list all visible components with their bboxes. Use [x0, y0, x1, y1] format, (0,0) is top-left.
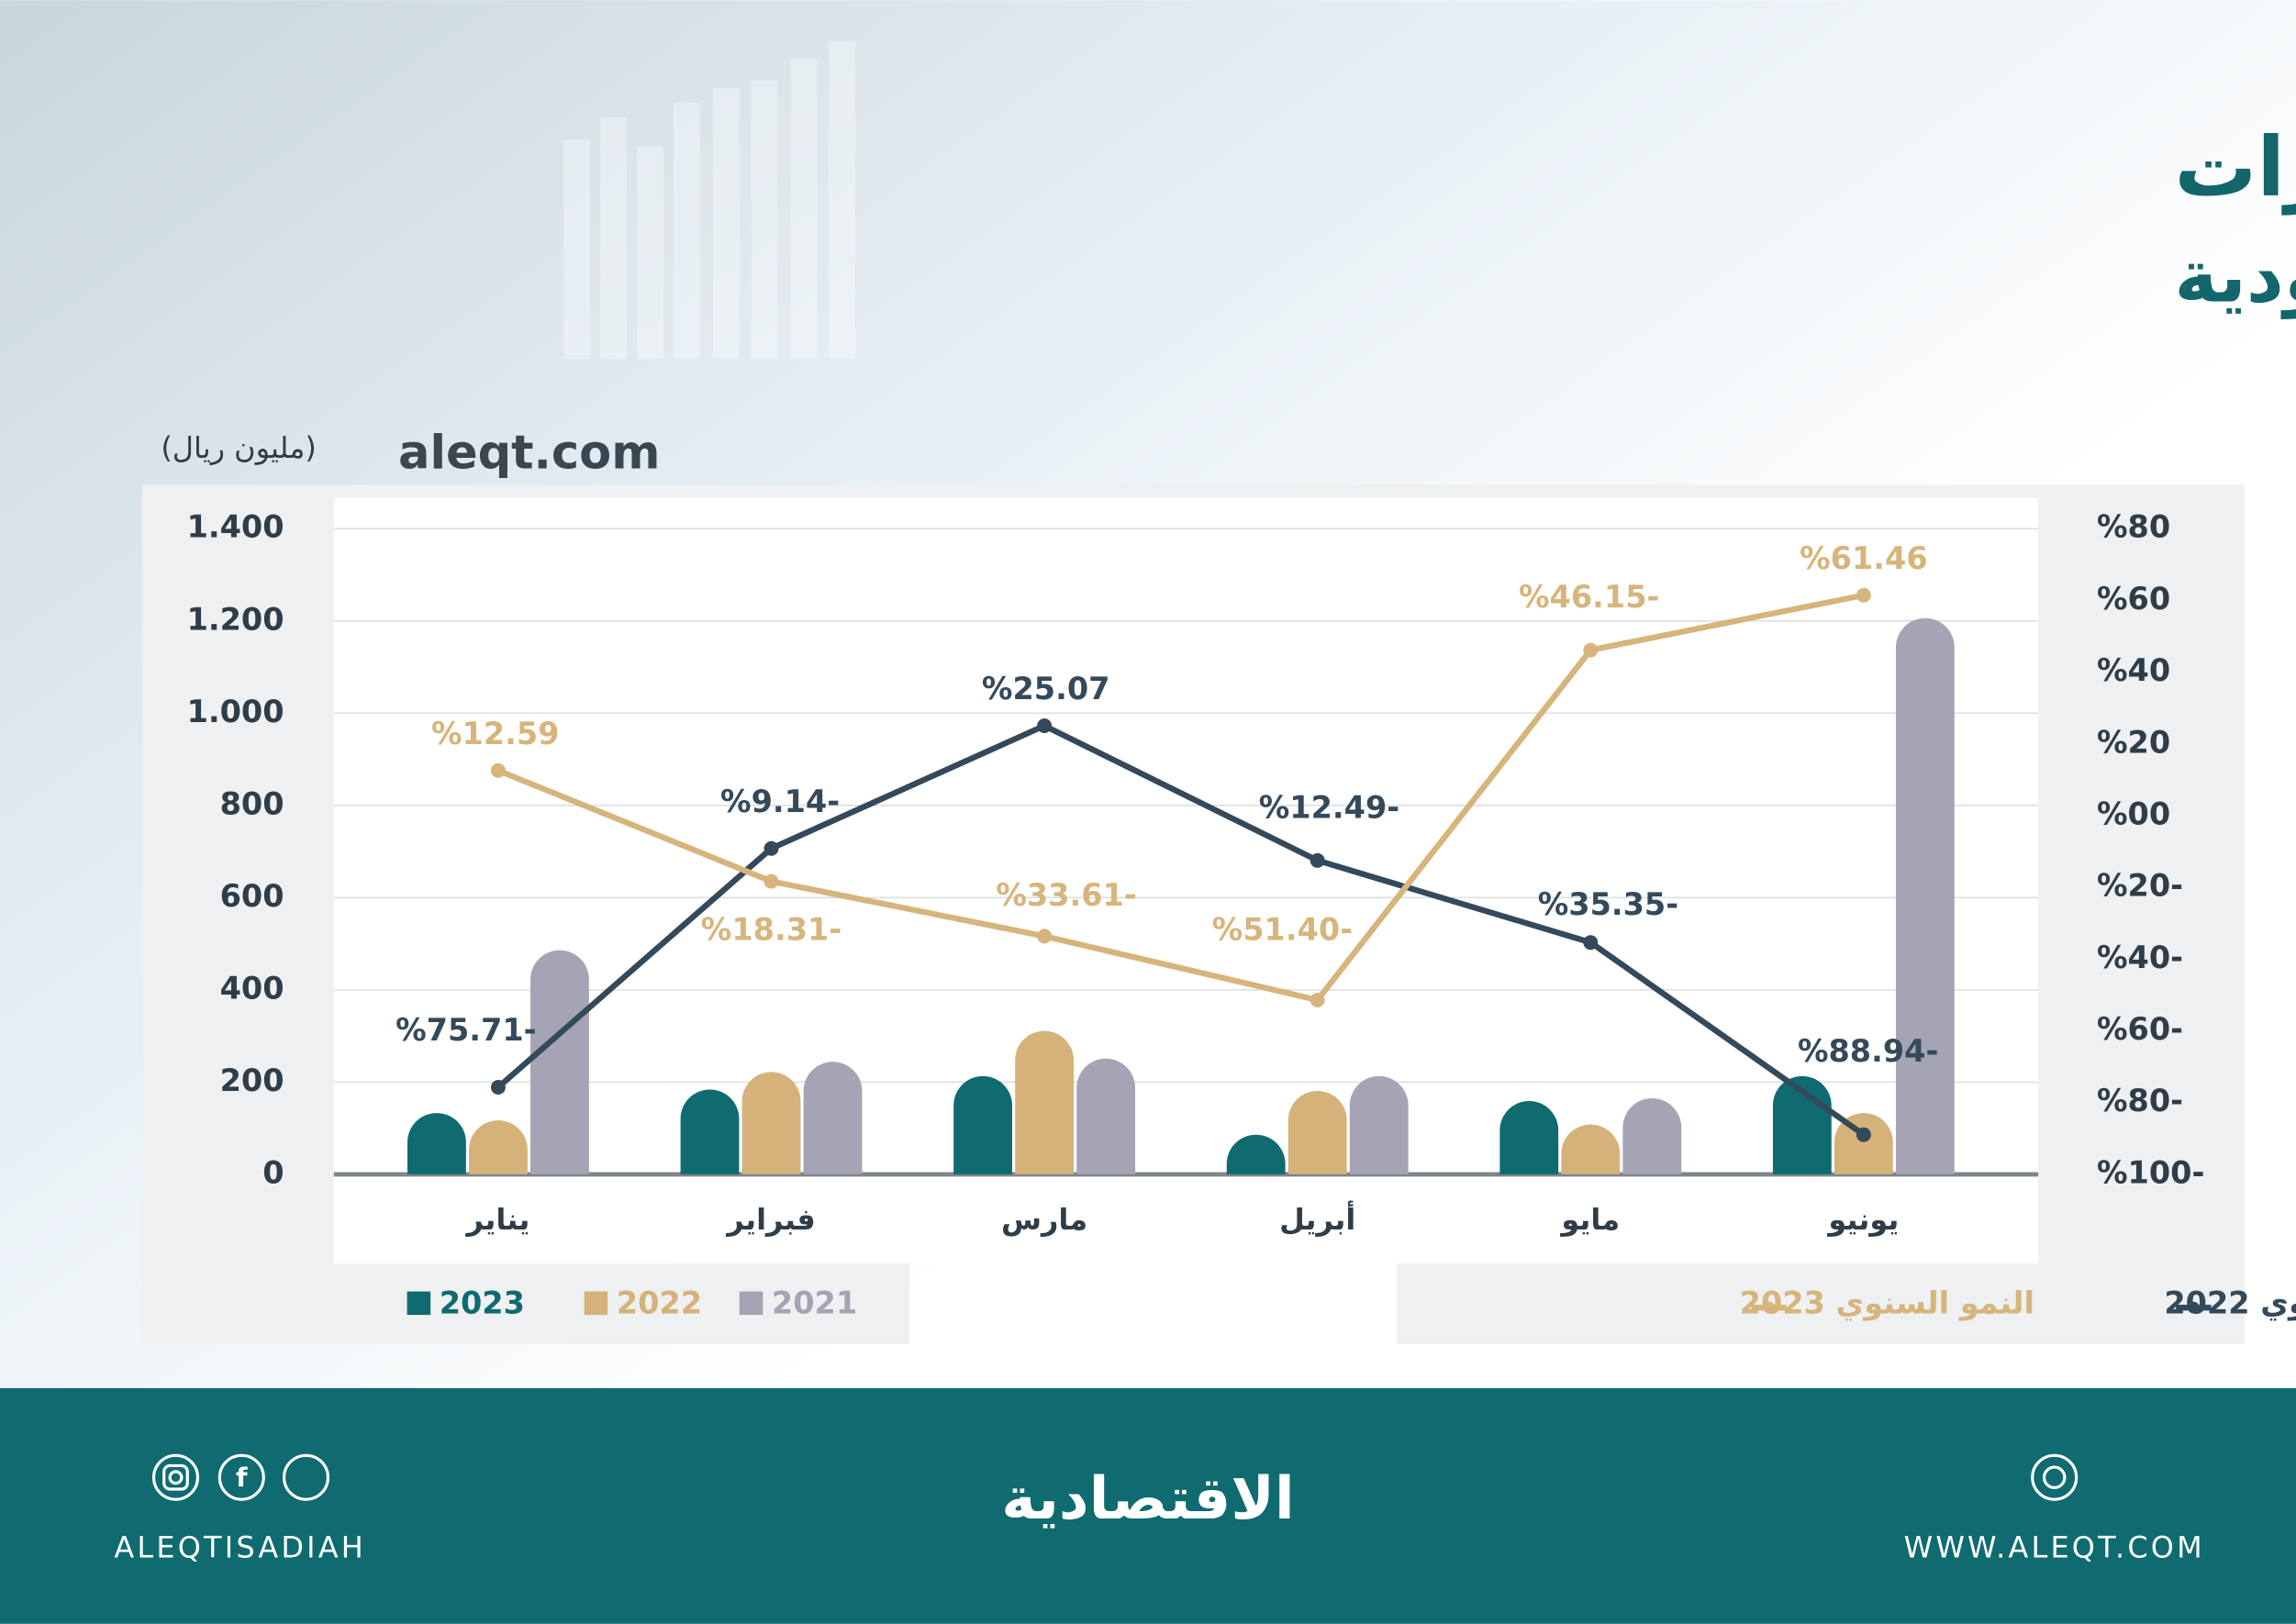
line-point: [1310, 852, 1325, 868]
x-tick-label: مارس: [1001, 1202, 1087, 1237]
value-label: %46.15-: [1519, 579, 1659, 615]
legend-label: النمو السنوي 2022: [2164, 1285, 2296, 1321]
bar: [803, 1062, 863, 1174]
line-point: [490, 762, 506, 778]
bar: [1833, 1113, 1893, 1174]
value-label: %51.40-: [1212, 911, 1353, 947]
bar: [1015, 1030, 1075, 1174]
y2-tick-label: %60: [2097, 581, 2170, 617]
legend-swatch: [407, 1291, 431, 1316]
bar: [1895, 617, 1955, 1174]
logo: الاقتصادية: [1001, 1465, 1294, 1533]
social-icons: [151, 1453, 2079, 1501]
line: [496, 592, 1865, 1004]
y2-tick-label: %60-: [2097, 1011, 2183, 1047]
chart-title: تداولات صناديق المؤشرات: [2175, 120, 2296, 216]
y2-tick-label: %20: [2097, 724, 2170, 760]
legend-box: [141, 1263, 909, 1345]
bar: [741, 1072, 801, 1174]
footer-handle: ALEQTISADIAH: [114, 1529, 366, 1564]
y-tick-label: 1.000: [187, 694, 284, 729]
facebook-icon: f: [236, 1462, 248, 1493]
value-label: %9.14-: [720, 784, 840, 819]
y2-tick-label: %80-: [2097, 1083, 2183, 1118]
decor-bars: [563, 40, 855, 360]
value-label: %35.35-: [1538, 886, 1678, 922]
legend-label: 2021: [772, 1285, 857, 1320]
line-point: [1037, 718, 1053, 733]
source: aleqt.com: [398, 426, 660, 480]
value-label: %88.94-: [1798, 1033, 1938, 1069]
plot-area: [333, 497, 2039, 1264]
bar: [1076, 1058, 1136, 1174]
bar: [1622, 1097, 1682, 1174]
y2-tick-label: %40: [2097, 652, 2170, 688]
y2-tick-label: %00: [2097, 795, 2170, 831]
line-point: [490, 1079, 506, 1095]
bar: [1561, 1124, 1621, 1174]
y-axis-label: (مليون ريال): [161, 430, 316, 465]
y2-tick-label: %20-: [2097, 868, 2183, 904]
y-tick-label: 800: [220, 785, 284, 821]
x-tick-label: يناير: [465, 1202, 530, 1237]
line-point: [1856, 587, 1871, 603]
value-label: %12.59: [431, 716, 560, 751]
bar: [1499, 1101, 1559, 1174]
value-label: %25.07: [982, 671, 1110, 706]
y-tick-label: 1.400: [187, 509, 284, 545]
line-point: [1583, 935, 1599, 951]
legend-marker: [1763, 1301, 1775, 1314]
bar: [407, 1113, 466, 1174]
y2-tick-label: %40-: [2097, 940, 2183, 975]
value-label: %61.46: [1800, 540, 1928, 576]
legend-box: [1397, 1263, 2246, 1345]
line-point: [1310, 992, 1325, 1007]
x-tick-label: يونيو: [1826, 1202, 1899, 1237]
line: [496, 722, 1866, 1138]
bar: [953, 1075, 1013, 1174]
x-tick-label: فبراير: [725, 1202, 816, 1237]
value-label: %33.61-: [996, 877, 1136, 913]
y2-tick-label: %100-: [2097, 1154, 2204, 1190]
legend-label: النمو السنوي 2023: [1740, 1285, 2034, 1321]
bar: [530, 950, 589, 1174]
value-label: %75.71-: [396, 1012, 536, 1048]
bar: [680, 1089, 740, 1174]
value-label: %12.49-: [1259, 789, 1399, 825]
y-tick-label: 600: [220, 878, 284, 914]
bar: [1287, 1090, 1347, 1174]
bar: [469, 1120, 528, 1174]
y-tick-label: 0: [262, 1154, 284, 1190]
y-tick-label: 1.200: [187, 601, 284, 637]
line-point: [1583, 642, 1599, 658]
footer-band: [0, 1387, 2296, 1624]
x-tick-label: أبريل: [1279, 1200, 1355, 1237]
bar: [1349, 1075, 1409, 1174]
y2-tick-label: %80: [2097, 509, 2170, 545]
legend-label: 2023: [440, 1285, 525, 1320]
line-point: [1856, 1127, 1871, 1142]
line-point: [763, 873, 779, 889]
value-label: %18.31-: [701, 911, 841, 947]
y-tick-label: 200: [220, 1062, 284, 1098]
footer-website: WWW.ALEQT.COM: [1904, 1529, 2205, 1564]
y-tick-label: 400: [220, 970, 284, 1006]
x-tick-label: مايو: [1559, 1202, 1620, 1237]
line-point: [1037, 929, 1053, 944]
legend-swatch: [739, 1291, 763, 1316]
bar: [1226, 1134, 1286, 1174]
line-point: [763, 840, 779, 856]
chart-subtitle: في السوق السعودية: [2175, 234, 2296, 320]
legend-swatch: [584, 1291, 608, 1316]
legend-label: 2022: [617, 1285, 702, 1320]
legend-marker: [2187, 1301, 2200, 1314]
